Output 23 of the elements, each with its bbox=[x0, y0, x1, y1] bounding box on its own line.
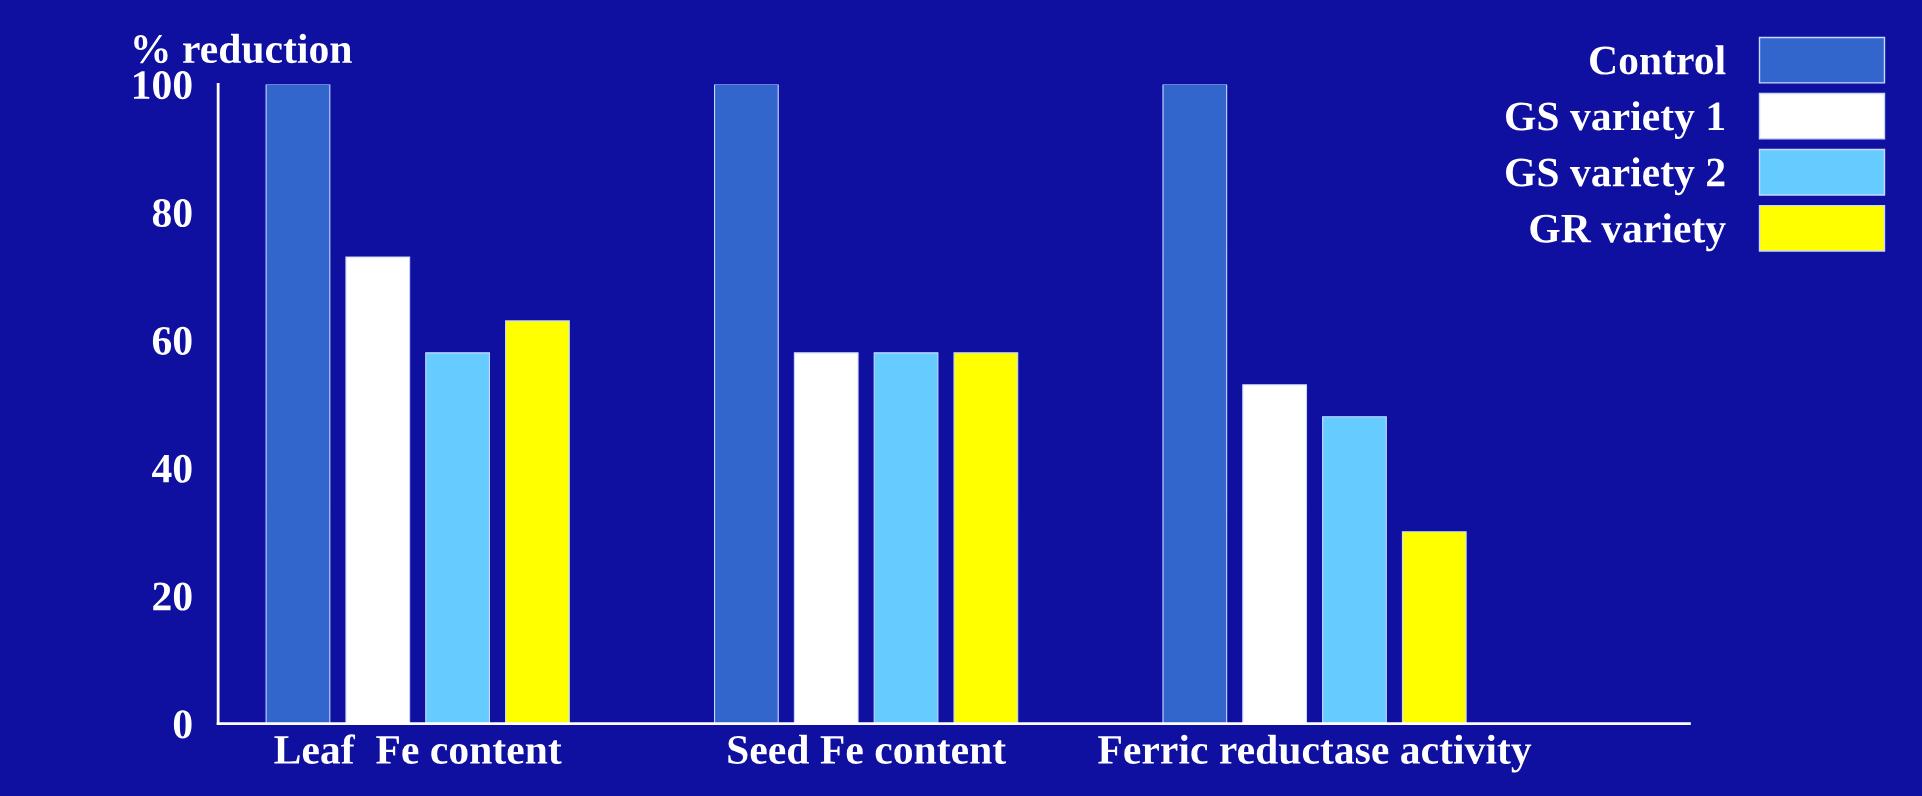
bar bbox=[953, 352, 1019, 724]
x-tick-label: Ferric reductase activity bbox=[1098, 734, 1532, 773]
legend-label: GS variety 1 bbox=[1506, 101, 1725, 140]
bar bbox=[425, 352, 491, 724]
bar bbox=[714, 84, 779, 724]
bar bbox=[873, 352, 939, 724]
y-tick-label: 100 bbox=[133, 71, 192, 100]
y-tick-label: 0 bbox=[173, 710, 192, 739]
legend-label: Control bbox=[1590, 45, 1726, 75]
bar bbox=[1401, 531, 1467, 724]
bar bbox=[1162, 84, 1228, 724]
bar bbox=[265, 84, 331, 724]
x-tick-label: Leaf Fe content bbox=[274, 734, 562, 764]
y-tick-label: 40 bbox=[152, 454, 192, 483]
bar bbox=[505, 320, 570, 724]
y-tick-label: 80 bbox=[152, 198, 192, 228]
legend-label: GR variety bbox=[1530, 213, 1726, 252]
bar bbox=[1322, 416, 1387, 724]
y-tick-label: 60 bbox=[152, 326, 192, 355]
x-tick-label: Seed Fe content bbox=[728, 734, 1006, 764]
y-tick-label: 20 bbox=[153, 582, 192, 611]
legend-label: GS variety 2 bbox=[1506, 157, 1725, 196]
y-axis-title: % reduction bbox=[134, 33, 352, 64]
